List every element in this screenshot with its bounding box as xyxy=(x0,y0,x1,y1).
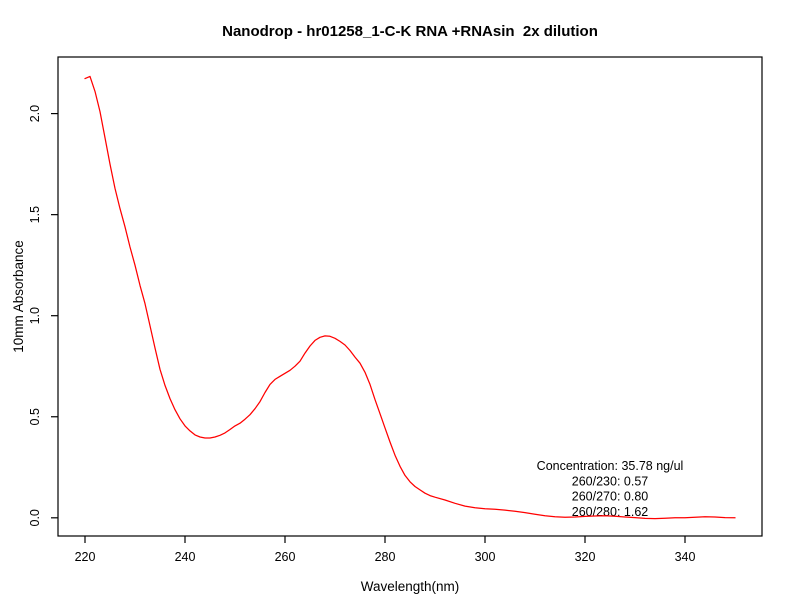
axes: 220 240 260 280 300 320 340 0.0 0.5 1.0 1.5 2.0 xyxy=(28,56,763,564)
annotation-ratio-260-230: 260/230: 0.57 xyxy=(572,474,649,488)
absorbance-curve xyxy=(84,75,736,520)
x-axis-label: Wavelength(nm) xyxy=(361,579,460,594)
y-tick-label: 1.0 xyxy=(28,307,42,324)
x-tick-label: 320 xyxy=(575,550,596,564)
annotation-ratio-260-270: 260/270: 0.80 xyxy=(572,490,649,504)
y-axis-label: 10mm Absorbance xyxy=(11,240,26,353)
x-tick-label: 240 xyxy=(175,550,196,564)
annotation-concentration: Concentration: 35.78 ng/ul xyxy=(537,459,684,473)
curve-layer xyxy=(84,75,736,520)
x-tick-label: 260 xyxy=(275,550,296,564)
x-tick-label: 220 xyxy=(75,550,96,564)
y-tick-label: 0.0 xyxy=(28,509,42,526)
y-tick-label: 2.0 xyxy=(28,105,42,122)
measurement-annotation: Concentration: 35.78 ng/ul 260/230: 0.57… xyxy=(537,459,684,519)
y-tick-label: 0.5 xyxy=(28,408,42,425)
chart-title: Nanodrop - hr01258_1-C-K RNA +RNAsin 2x … xyxy=(222,23,598,40)
x-tick-label: 340 xyxy=(675,550,696,564)
x-tick-label: 300 xyxy=(475,550,496,564)
y-tick-label: 1.5 xyxy=(28,206,42,223)
annotation-ratio-260-280: 260/280: 1.62 xyxy=(572,505,649,519)
plot-box xyxy=(57,56,763,537)
x-tick-label: 280 xyxy=(375,550,396,564)
